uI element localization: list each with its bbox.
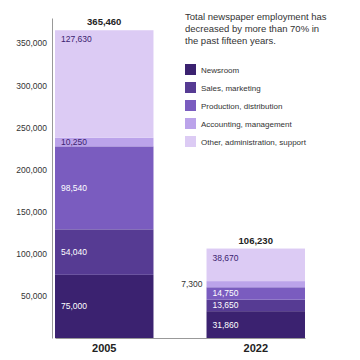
legend-label: Production, distribution	[201, 102, 282, 111]
y-tick-label: 350,000	[16, 38, 47, 48]
y-tick-label: 250,000	[16, 123, 47, 133]
y-tick-label: 200,000	[16, 165, 47, 175]
data-label: 38,670	[213, 253, 239, 263]
legend-swatch	[185, 82, 196, 93]
legend-label: Other, administration, support	[201, 138, 307, 147]
legend-item: Newsroom	[185, 64, 240, 75]
bar-segment	[207, 300, 305, 311]
legend-swatch	[185, 64, 196, 75]
y-tick: 100,000	[16, 249, 52, 259]
data-label: 10,250	[61, 137, 87, 147]
annotation: Total newspaper employment hasdecreased …	[185, 11, 327, 46]
legend-item: Accounting, management	[185, 118, 293, 129]
y-axis-line	[52, 19, 53, 339]
y-tick: 150,000	[16, 207, 52, 217]
y-tick: 50,000	[21, 291, 52, 301]
legend-label: Accounting, management	[201, 120, 293, 129]
y-tick-label: 300,000	[16, 81, 47, 91]
bar-segment	[55, 146, 153, 229]
bar-segment	[55, 229, 153, 275]
x-tick-label: 2005	[92, 342, 116, 354]
bar-segment	[207, 281, 305, 287]
y-tick-label: 100,000	[16, 249, 47, 259]
bar-segment	[55, 275, 153, 338]
data-label: 13,650	[213, 300, 239, 310]
legend-item: Sales, marketing	[185, 82, 261, 93]
data-label: 31,860	[213, 320, 239, 330]
x-tick-label: 2022	[244, 342, 268, 354]
bar-segment	[55, 30, 153, 137]
legend-label: Newsroom	[201, 66, 240, 75]
x-axis-line	[56, 338, 306, 339]
y-tick: 250,000	[16, 123, 52, 133]
legend-swatch	[185, 118, 196, 129]
y-tick: 200,000	[16, 165, 52, 175]
y-tick: 300,000	[16, 81, 52, 91]
legend-swatch	[185, 100, 196, 111]
data-label: 98,540	[61, 183, 87, 193]
total-label: 106,230	[239, 235, 273, 246]
legend-swatch	[185, 136, 196, 147]
y-tick-label: 50,000	[21, 291, 47, 301]
legend-item: Other, administration, support	[185, 136, 307, 147]
x-axis: 2005 2022	[56, 338, 306, 354]
chart: 50,000 100,000 150,000 200,000 250,000 300,00…	[0, 0, 360, 360]
data-label: 7,300	[181, 279, 203, 289]
legend: Newsroom Sales, marketing Production, dist…	[185, 64, 307, 147]
data-labels: 75,000 31,860 54,040 13,650 98,540 14,750 10,2…	[61, 34, 239, 329]
legend-label: Sales, marketing	[201, 84, 261, 93]
y-tick-label: 150,000	[16, 207, 47, 217]
bar-segment	[207, 311, 305, 338]
total-label: 365,460	[87, 16, 121, 27]
data-label: 54,040	[61, 247, 87, 257]
data-label: 127,630	[61, 34, 92, 44]
bar-segment	[55, 138, 153, 147]
data-label: 75,000	[61, 301, 87, 311]
bar-segment	[207, 287, 305, 299]
y-tick: 350,000	[16, 38, 52, 48]
bars	[55, 30, 305, 338]
y-axis: 50,000 100,000 150,000 200,000 250,000 300,00…	[16, 19, 52, 339]
legend-item: Production, distribution	[185, 100, 282, 111]
data-label: 14,750	[213, 288, 239, 298]
bar-segment	[207, 249, 305, 282]
x-tick: 2005	[92, 338, 116, 354]
x-tick: 2022	[244, 338, 268, 354]
